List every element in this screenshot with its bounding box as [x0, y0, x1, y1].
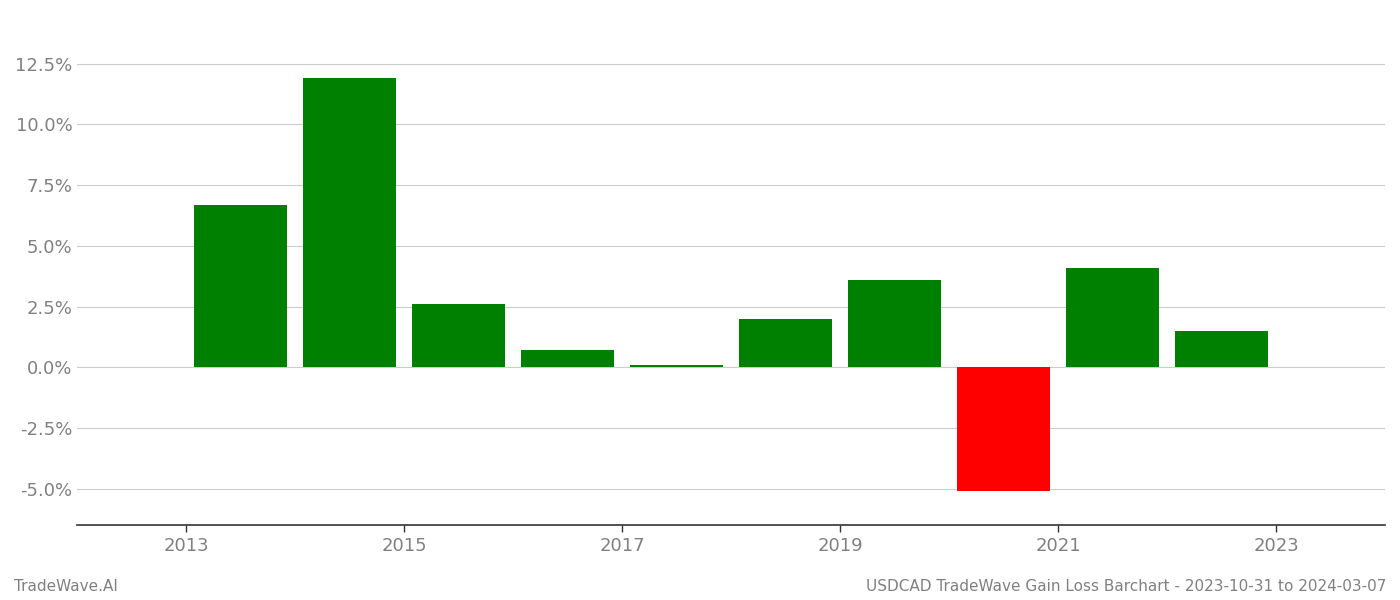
Text: USDCAD TradeWave Gain Loss Barchart - 2023-10-31 to 2024-03-07: USDCAD TradeWave Gain Loss Barchart - 20…: [865, 579, 1386, 594]
Bar: [521, 350, 613, 367]
Bar: [739, 319, 832, 367]
Bar: [304, 78, 396, 367]
Bar: [412, 304, 505, 367]
Bar: [958, 367, 1050, 491]
Bar: [630, 365, 722, 367]
Bar: [195, 205, 287, 367]
Bar: [1067, 268, 1159, 367]
Text: TradeWave.AI: TradeWave.AI: [14, 579, 118, 594]
Bar: [848, 280, 941, 367]
Bar: [1175, 331, 1268, 367]
